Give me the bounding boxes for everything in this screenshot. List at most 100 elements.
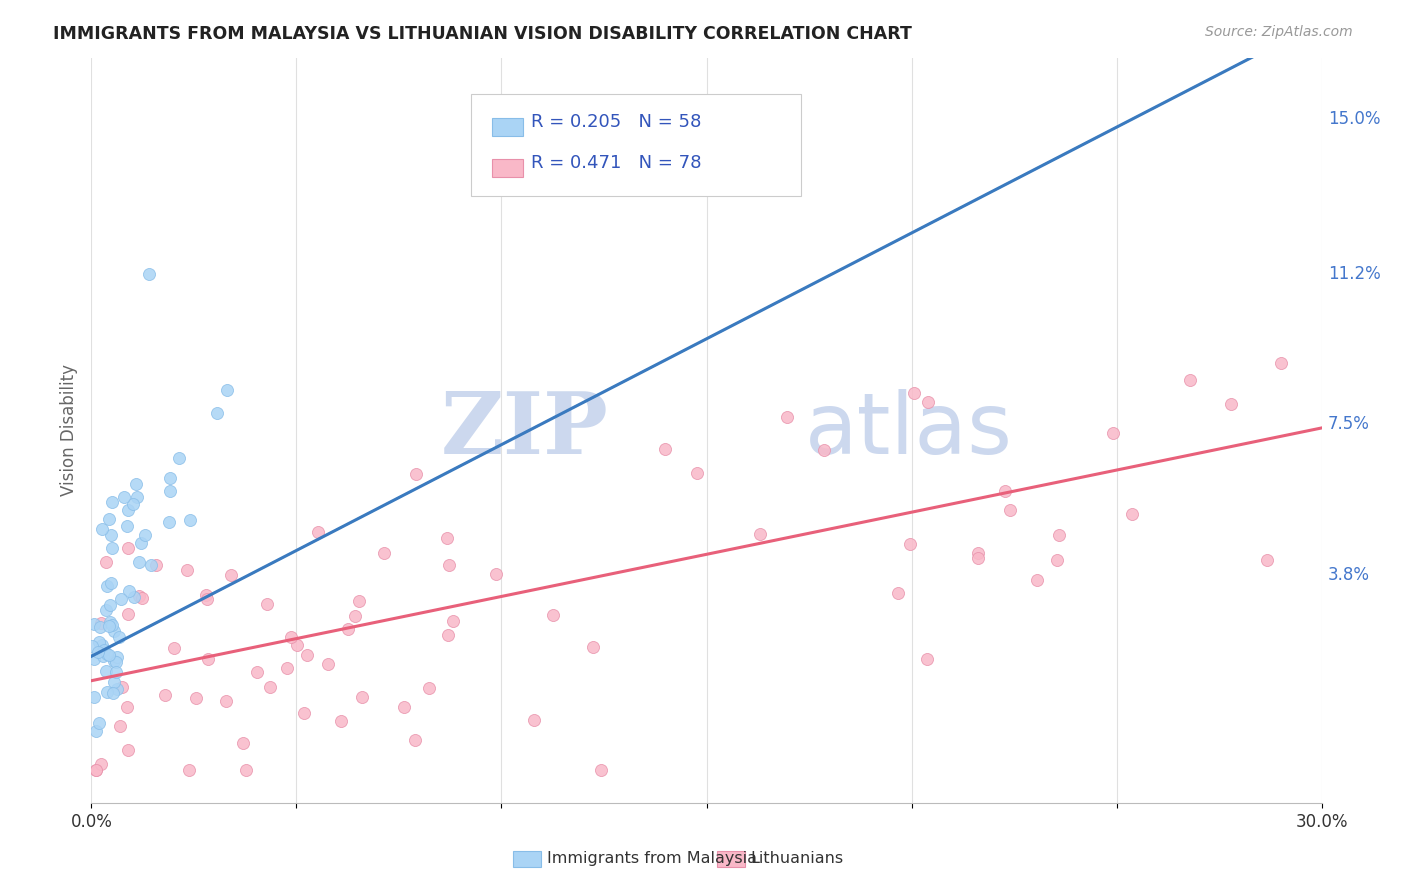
Text: R = 0.205   N = 58: R = 0.205 N = 58 bbox=[531, 113, 702, 131]
Point bbox=[392, 699, 415, 714]
Point bbox=[84, 723, 107, 738]
Point bbox=[1219, 397, 1241, 411]
Point bbox=[685, 466, 707, 480]
Point bbox=[129, 536, 152, 550]
Point bbox=[98, 615, 121, 629]
Point bbox=[1049, 528, 1071, 542]
Point bbox=[93, 643, 115, 657]
Point bbox=[125, 490, 148, 504]
Point bbox=[122, 591, 145, 605]
Point bbox=[285, 638, 308, 652]
Point bbox=[97, 648, 120, 662]
Point bbox=[139, 558, 162, 573]
Y-axis label: Vision Disability: Vision Disability bbox=[59, 365, 77, 496]
Point bbox=[197, 651, 219, 665]
Point bbox=[90, 615, 112, 630]
Point bbox=[179, 513, 201, 527]
Point bbox=[94, 555, 117, 569]
Point bbox=[998, 503, 1021, 517]
Point bbox=[582, 640, 605, 655]
Point bbox=[259, 680, 281, 694]
Point bbox=[83, 651, 105, 665]
Point bbox=[748, 526, 770, 541]
Point bbox=[886, 586, 908, 600]
Point bbox=[117, 743, 139, 757]
Point bbox=[101, 494, 124, 508]
Point bbox=[294, 706, 316, 720]
Point bbox=[118, 584, 141, 599]
Text: 15.0%: 15.0% bbox=[1327, 110, 1381, 128]
Point bbox=[83, 690, 105, 704]
Point bbox=[101, 541, 124, 556]
Point bbox=[344, 608, 367, 623]
Text: Immigrants from Malaysia: Immigrants from Malaysia bbox=[547, 852, 756, 866]
Point bbox=[1178, 373, 1201, 387]
Point bbox=[167, 450, 190, 465]
Point bbox=[89, 635, 111, 649]
Point bbox=[128, 555, 150, 569]
Point bbox=[122, 498, 145, 512]
Point bbox=[104, 665, 127, 679]
Point bbox=[131, 591, 153, 605]
Point bbox=[84, 763, 107, 777]
Point bbox=[87, 716, 110, 731]
Text: Source: ZipAtlas.com: Source: ZipAtlas.com bbox=[1205, 25, 1353, 39]
Point bbox=[98, 619, 121, 633]
Point bbox=[523, 713, 546, 727]
Point bbox=[235, 763, 257, 777]
Point bbox=[485, 567, 508, 582]
Point bbox=[107, 650, 129, 665]
Point bbox=[103, 654, 125, 668]
Point bbox=[654, 442, 676, 457]
Point bbox=[103, 624, 125, 638]
Point bbox=[994, 483, 1017, 498]
Point bbox=[589, 763, 612, 777]
Point bbox=[541, 608, 564, 623]
Text: 3.8%: 3.8% bbox=[1327, 566, 1369, 584]
Point bbox=[336, 622, 359, 636]
Point bbox=[441, 614, 464, 628]
Point bbox=[125, 477, 148, 491]
Point bbox=[439, 558, 461, 572]
Text: 11.2%: 11.2% bbox=[1327, 265, 1381, 283]
Point bbox=[280, 630, 302, 644]
Point bbox=[82, 639, 104, 653]
Point bbox=[966, 551, 988, 566]
Point bbox=[98, 598, 121, 612]
Point bbox=[405, 467, 427, 481]
Text: ZIP: ZIP bbox=[440, 388, 607, 473]
Point bbox=[112, 490, 135, 504]
Point bbox=[87, 644, 110, 658]
Point bbox=[96, 647, 118, 661]
Point bbox=[256, 597, 278, 611]
Point bbox=[179, 763, 201, 777]
Point bbox=[776, 410, 799, 425]
Point bbox=[373, 546, 395, 560]
Point bbox=[155, 689, 177, 703]
Point bbox=[276, 661, 298, 675]
Point bbox=[1026, 573, 1049, 587]
Point bbox=[111, 680, 134, 694]
Point bbox=[329, 714, 352, 729]
Point bbox=[195, 592, 218, 607]
Point bbox=[103, 674, 125, 689]
Point bbox=[915, 652, 938, 666]
Point bbox=[350, 690, 373, 704]
Point bbox=[1102, 426, 1125, 441]
Point bbox=[903, 386, 925, 401]
Point bbox=[232, 736, 254, 750]
Point bbox=[90, 638, 112, 652]
Point bbox=[117, 503, 139, 517]
Point bbox=[90, 756, 112, 771]
Point bbox=[94, 665, 117, 679]
Point bbox=[138, 267, 160, 281]
Point bbox=[117, 541, 139, 555]
Point bbox=[89, 620, 111, 634]
Point bbox=[813, 443, 835, 458]
Text: IMMIGRANTS FROM MALAYSIA VS LITHUANIAN VISION DISABILITY CORRELATION CHART: IMMIGRANTS FROM MALAYSIA VS LITHUANIAN V… bbox=[53, 25, 912, 43]
Point bbox=[1046, 553, 1069, 567]
Point bbox=[967, 546, 990, 560]
Point bbox=[104, 655, 127, 669]
Point bbox=[96, 603, 118, 617]
Point bbox=[159, 471, 181, 485]
